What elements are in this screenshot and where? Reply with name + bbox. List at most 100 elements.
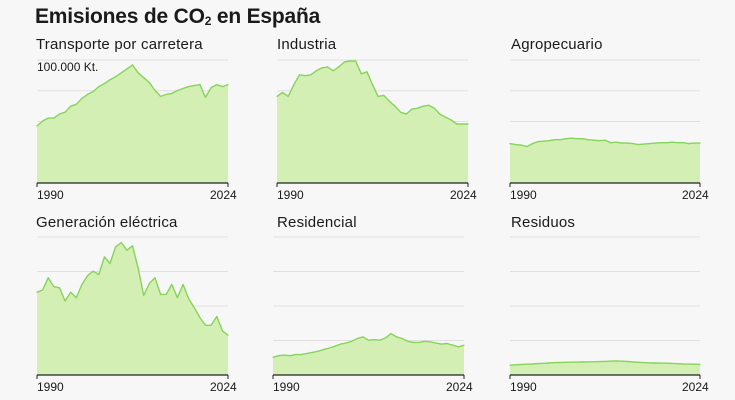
data-point <box>143 294 145 297</box>
data-point <box>356 338 358 340</box>
data-point <box>456 123 458 125</box>
data-point <box>349 60 351 62</box>
data-point <box>42 289 44 291</box>
data-point <box>383 94 385 96</box>
data-point <box>306 352 308 355</box>
data-point <box>565 361 567 363</box>
data-point <box>278 355 280 357</box>
data-point <box>422 105 424 107</box>
data-point <box>58 287 61 289</box>
data-point <box>660 362 662 364</box>
data-point <box>665 142 668 144</box>
data-point <box>171 283 173 286</box>
data-point <box>334 345 336 347</box>
x-tick-label: 2024 <box>210 188 237 202</box>
data-point <box>632 143 634 145</box>
data-point <box>570 361 573 363</box>
data-point <box>610 360 612 362</box>
data-point <box>424 340 426 342</box>
data-point <box>293 84 295 86</box>
data-point <box>42 120 44 122</box>
data-point <box>287 95 289 97</box>
data-point <box>103 256 105 258</box>
data-point <box>407 340 409 342</box>
data-point <box>463 344 465 346</box>
data-point <box>328 347 330 349</box>
data-point <box>182 87 184 90</box>
data-point <box>598 140 601 142</box>
data-point <box>216 84 218 86</box>
data-point <box>332 70 334 72</box>
data-point <box>289 355 291 357</box>
data-point <box>582 361 584 363</box>
area-fill-series-5 <box>510 360 700 375</box>
data-point <box>435 342 437 344</box>
data-point <box>632 361 634 363</box>
data-point <box>604 360 606 362</box>
data-point <box>542 362 545 364</box>
data-point <box>70 291 72 293</box>
data-point <box>526 363 528 365</box>
data-point <box>405 113 407 115</box>
data-point <box>339 343 341 345</box>
data-point <box>81 97 83 99</box>
data-point <box>548 140 550 142</box>
x-tick-label: 1990 <box>37 188 64 202</box>
data-point <box>520 144 522 146</box>
data-point <box>345 342 347 344</box>
data-point <box>649 362 651 364</box>
data-point <box>221 86 223 88</box>
data-point <box>165 93 167 95</box>
data-point <box>649 143 651 145</box>
data-point <box>227 334 229 336</box>
data-point <box>53 117 55 119</box>
data-point <box>311 351 313 353</box>
data-point <box>626 360 629 363</box>
data-point <box>677 363 679 365</box>
data-point <box>188 298 190 300</box>
data-point <box>120 72 122 74</box>
data-point <box>621 142 623 144</box>
data-point <box>384 337 386 339</box>
data-point <box>688 363 690 365</box>
data-point <box>582 138 584 140</box>
data-point <box>531 363 534 365</box>
data-point <box>411 108 413 110</box>
data-point <box>321 67 323 69</box>
data-point <box>143 77 145 79</box>
data-point <box>416 107 418 109</box>
data-point <box>373 339 375 341</box>
data-point <box>390 333 392 335</box>
data-point <box>300 354 302 356</box>
data-point <box>115 76 117 78</box>
data-point <box>654 142 656 144</box>
data-point <box>188 86 190 88</box>
data-point <box>92 90 94 93</box>
x-tick-label: 2024 <box>446 380 473 394</box>
data-point <box>559 361 561 364</box>
data-point <box>554 139 556 141</box>
data-point <box>531 143 534 145</box>
x-tick-label: 1990 <box>37 380 64 394</box>
data-point <box>542 140 545 142</box>
data-point <box>433 107 435 109</box>
data-point <box>182 283 184 286</box>
data-point <box>131 245 134 247</box>
data-point <box>388 100 390 102</box>
data-point <box>323 349 325 351</box>
data-point <box>64 300 66 302</box>
data-point <box>103 83 105 85</box>
data-point <box>699 363 701 365</box>
data-point <box>598 361 601 363</box>
data-point <box>294 354 297 356</box>
data-point <box>526 146 528 148</box>
data-point <box>559 139 561 141</box>
data-point <box>92 270 94 272</box>
data-point <box>109 79 111 81</box>
panel-title-residuos: Residuos <box>511 214 576 231</box>
data-point <box>137 267 139 269</box>
data-point <box>537 141 539 143</box>
data-point <box>548 362 550 364</box>
data-point <box>444 116 447 118</box>
